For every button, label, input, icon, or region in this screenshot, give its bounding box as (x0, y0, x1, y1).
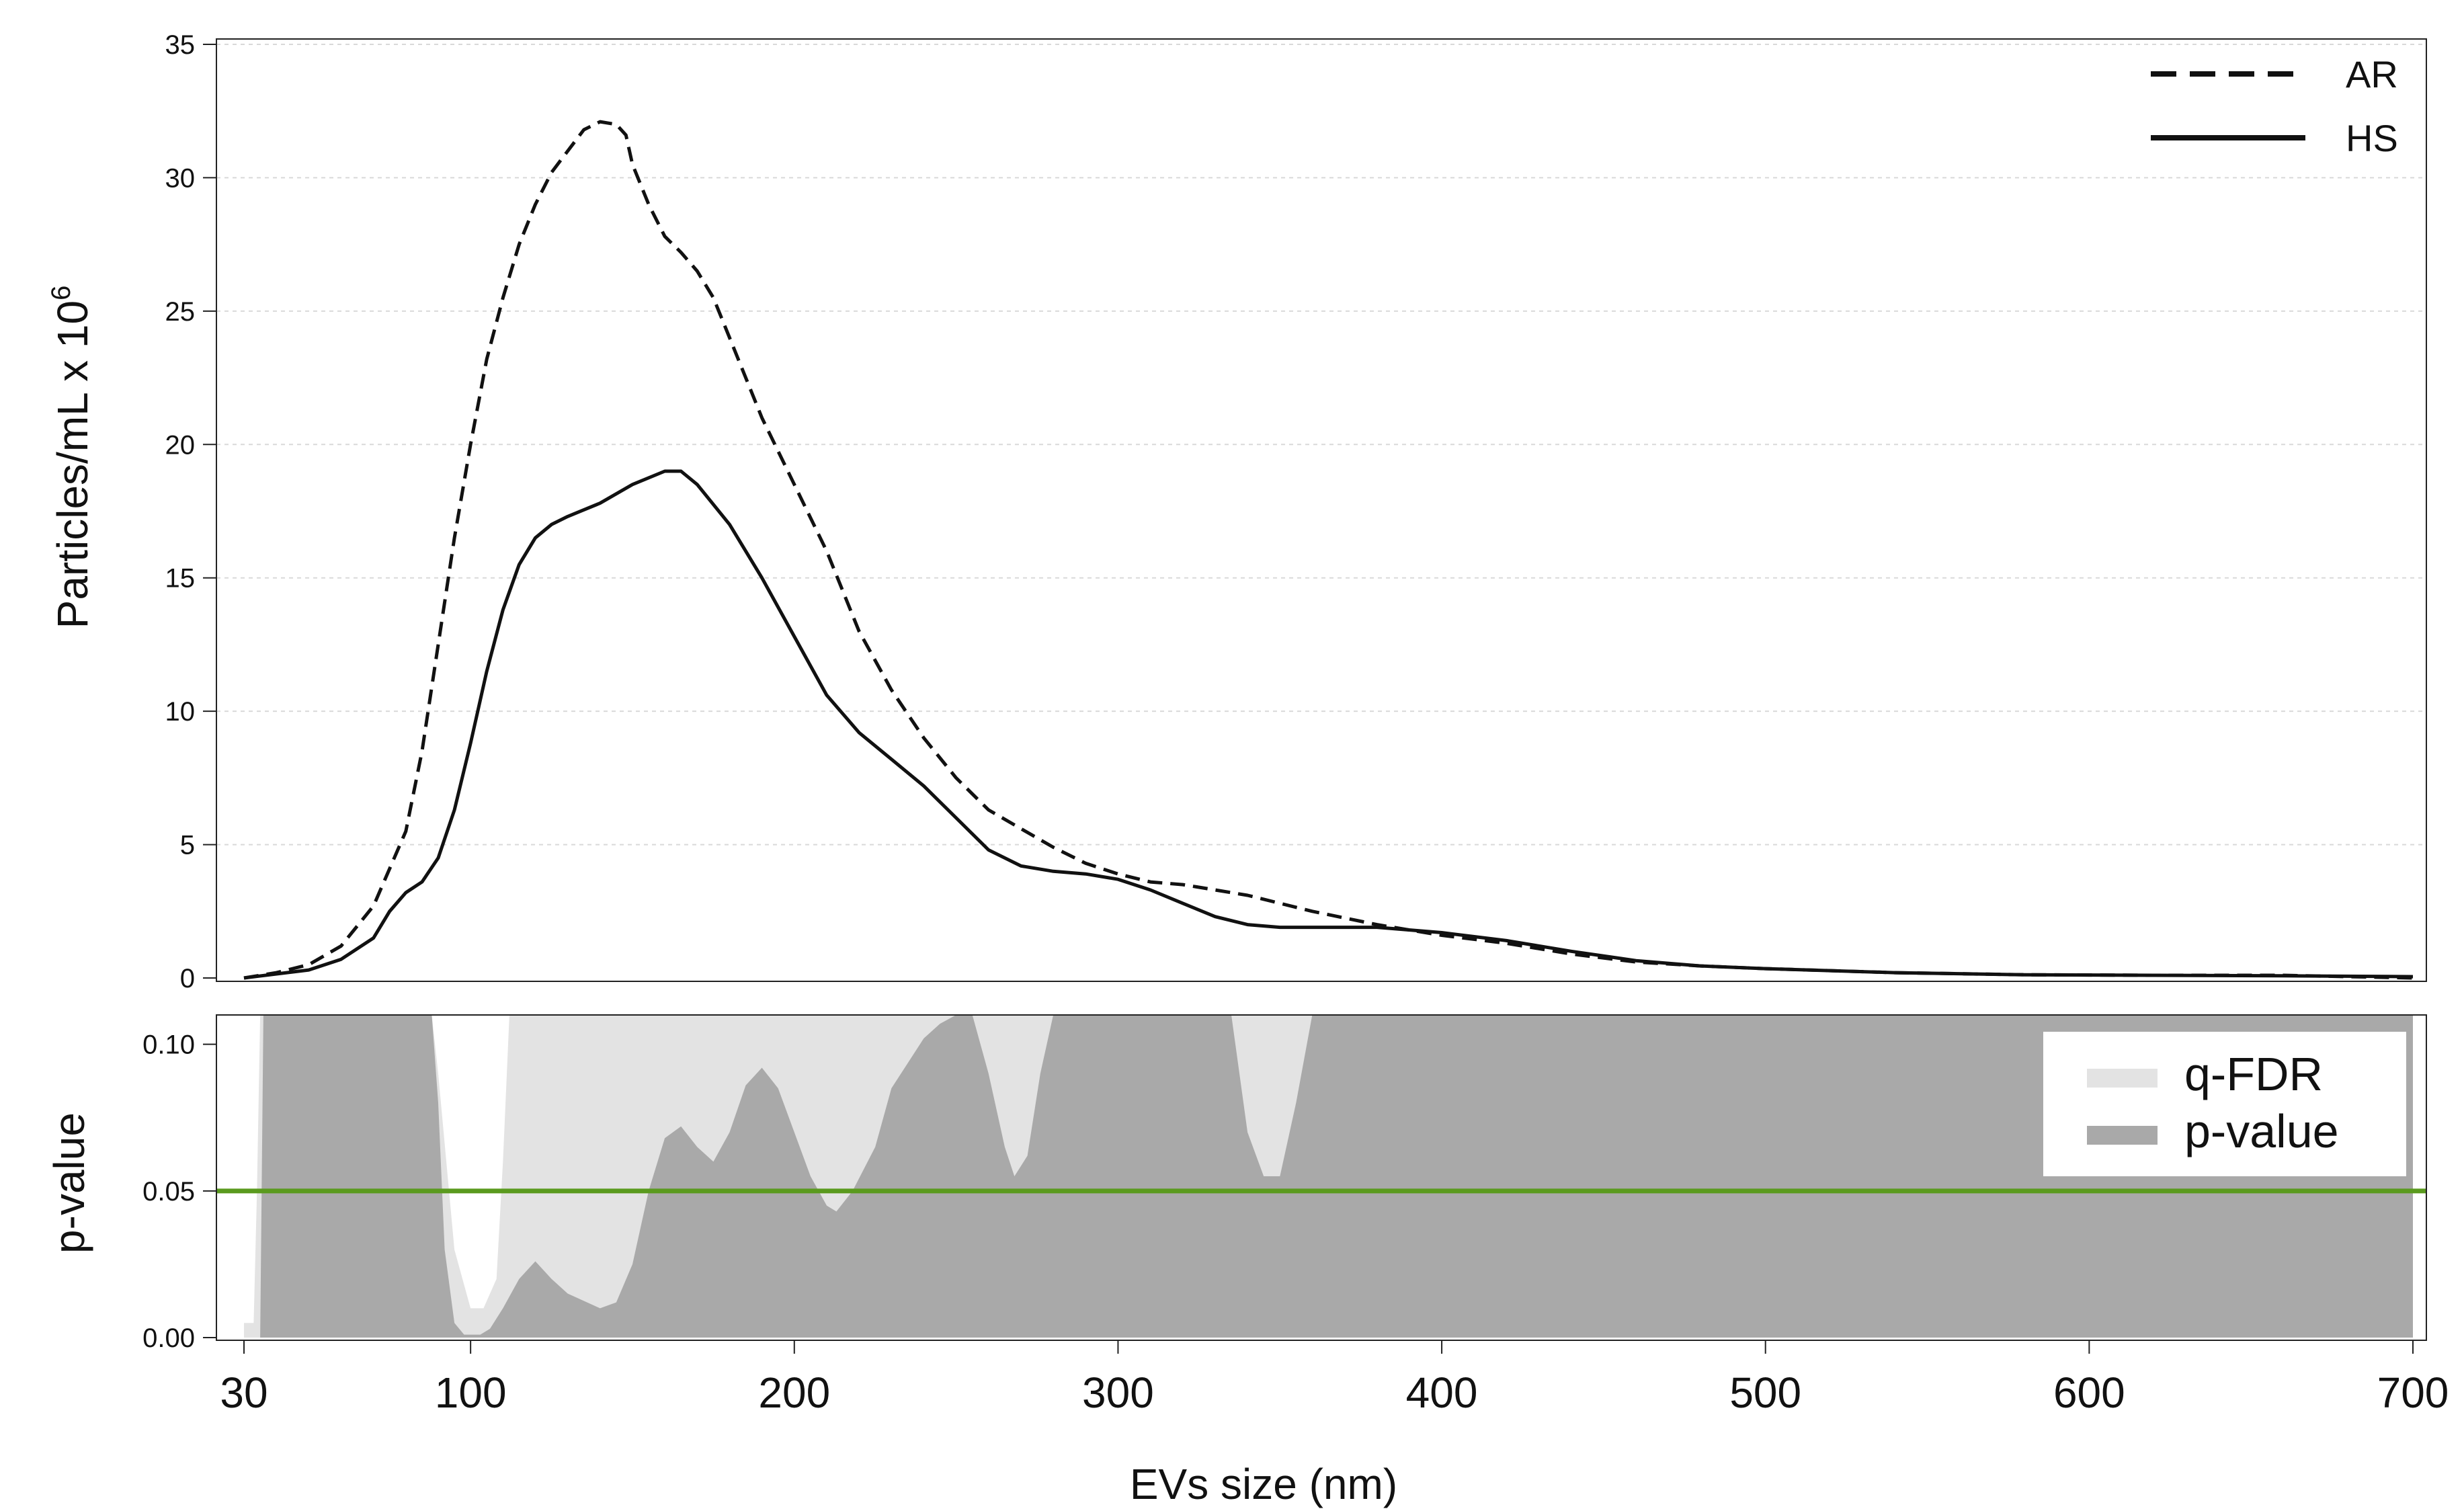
top-y-tick-label: 20 (165, 430, 196, 460)
top-y-axis-title: Particles/mL x 106 (46, 286, 97, 629)
x-tick-label: 400 (1406, 1369, 1478, 1417)
top-y-tick-label: 25 (165, 297, 196, 327)
bottom-legend-box (2043, 1032, 2406, 1176)
top-y-ticks: 0 5 10 15 20 25 30 35 (165, 30, 216, 993)
top-panel: 0 5 10 15 20 25 30 35 Particles/mL x 106 AR HS (46, 30, 2427, 993)
top-y-tick-label: 15 (165, 564, 196, 594)
top-series (243, 120, 2414, 980)
top-y-tick-label: 0 (180, 964, 195, 993)
series-line-hs (243, 469, 2414, 980)
bottom-x-ticks: 30 100 200 300 400 500 600 700 (220, 1340, 2449, 1417)
bottom-y-tick-label: 0.05 (142, 1177, 195, 1207)
bottom-y-tick-label: 0.10 (142, 1030, 195, 1060)
x-tick-label: 600 (2053, 1369, 2125, 1417)
series-line-ar (243, 120, 2414, 980)
legend-ar-label: AR (2346, 53, 2398, 95)
bottom-areas (244, 1015, 2413, 1338)
bottom-y-axis-title: p-value (45, 1112, 93, 1254)
legend-hs-label: HS (2346, 117, 2398, 159)
top-legend: AR HS (2151, 53, 2398, 159)
bottom-y-tick-label: 0.00 (142, 1323, 195, 1353)
top-y-tick-label: 10 (165, 697, 196, 727)
area-p-value (244, 1015, 2413, 1338)
legend-qfdr-swatch-icon (2087, 1069, 2158, 1088)
legend-pvalue-label: p-value (2184, 1105, 2339, 1157)
bottom-panel: 0.00 0.05 0.10 30 100 200 300 400 500 600 700 p-v… (45, 1014, 2449, 1508)
top-plot-frame (216, 38, 2427, 982)
x-tick-label: 30 (220, 1369, 268, 1417)
x-tick-label: 100 (435, 1369, 507, 1417)
top-y-tick-label: 35 (165, 30, 196, 60)
x-tick-label: 300 (1082, 1369, 1154, 1417)
top-gridlines (216, 44, 2426, 846)
bottom-legend: q-FDR p-value (2043, 1032, 2406, 1176)
bottom-y-ticks: 0.00 0.05 0.10 (142, 1030, 216, 1353)
x-axis-title: EVs size (nm) (1130, 1460, 1397, 1508)
top-y-tick-label: 30 (165, 163, 196, 193)
bottom-plot-frame (216, 1014, 2427, 1341)
x-tick-label: 200 (758, 1369, 830, 1417)
legend-pvalue-swatch-icon (2087, 1126, 2158, 1145)
top-y-tick-label: 5 (180, 831, 195, 860)
legend-qfdr-label: q-FDR (2184, 1048, 2323, 1100)
x-tick-label: 700 (2377, 1369, 2449, 1417)
x-tick-label: 500 (1729, 1369, 1801, 1417)
